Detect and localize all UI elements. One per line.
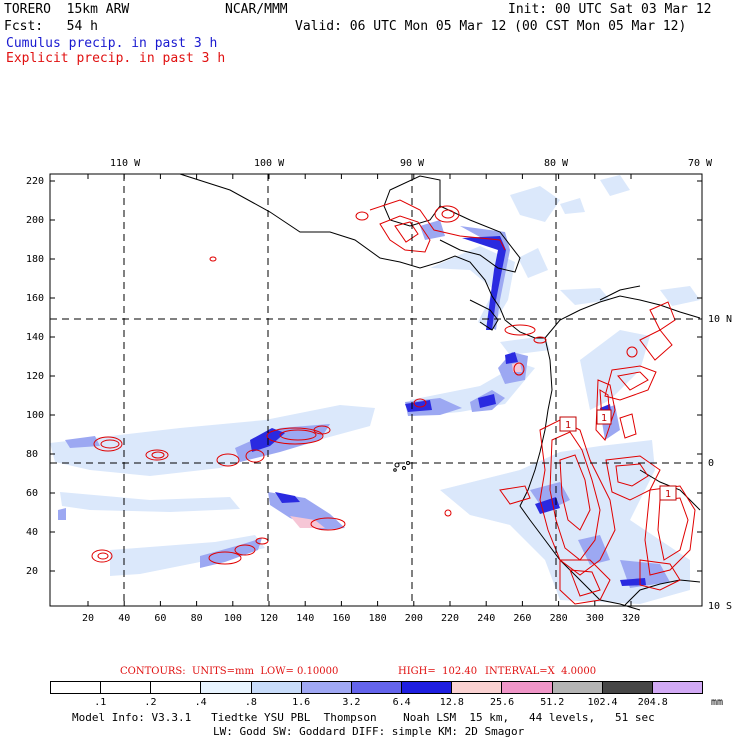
- lat-label: 0: [708, 458, 715, 469]
- x-tick-label: 200: [404, 613, 423, 624]
- legend-value: 1.6: [292, 697, 311, 708]
- y-tick-label: 160: [26, 293, 45, 304]
- y-tick-label: 100: [26, 410, 45, 421]
- model-physics: LW: Godd SW: Goddard DIFF: simple KM: 2D…: [213, 725, 525, 738]
- explicit-precip-label: Explicit precip. in past 3 h: [6, 51, 226, 66]
- legend-swatch: [452, 682, 503, 693]
- legend-swatch: [652, 682, 703, 693]
- legend-swatch: [402, 682, 453, 693]
- lat-label: 10 S: [708, 601, 733, 612]
- legend-value: 3.2: [342, 697, 361, 708]
- y-tick-label: 80: [26, 449, 39, 460]
- coastline: [179, 173, 701, 611]
- legend-unit: mm: [711, 697, 724, 708]
- lon-label: 70 W: [688, 158, 713, 169]
- contour-box-labels: [559, 409, 677, 501]
- axis-ticks: [50, 174, 702, 606]
- legend-swatch: [101, 682, 152, 693]
- x-tick-label: 240: [477, 613, 496, 624]
- legend-value: 12.8: [439, 697, 464, 708]
- x-tick-label: 300: [585, 613, 604, 624]
- legend-swatch: [201, 682, 252, 693]
- lon-label: 100 W: [254, 158, 285, 169]
- legend-value: 51.2: [540, 697, 565, 708]
- x-tick-label: 40: [118, 613, 131, 624]
- legend-swatch: [301, 682, 352, 693]
- contour-high: HIGH= 102.40: [398, 666, 478, 677]
- y-tick-label: 220: [26, 176, 45, 187]
- x-tick-label: 280: [549, 613, 568, 624]
- legend-swatch: [51, 682, 102, 693]
- lon-label: 80 W: [544, 158, 569, 169]
- y-tick-label: 20: [26, 566, 39, 577]
- cumulus-precip-label: Cumulus precip. in past 3 h: [6, 36, 218, 51]
- lat-label: 10 N: [708, 314, 733, 325]
- contour-info: CONTOURS: UNITS=mm LOW= 0.10000: [120, 666, 339, 677]
- legend-value: 204.8: [637, 697, 668, 708]
- cumulus-precip-light: [50, 175, 700, 604]
- init-time: Init: 00 UTC Sat 03 Mar 12: [508, 2, 712, 17]
- box-label-3: 1: [665, 489, 671, 500]
- y-tick-label: 40: [26, 527, 39, 538]
- x-tick-label: 140: [296, 613, 315, 624]
- legend-value: .2: [144, 697, 157, 708]
- legend-swatch: [602, 682, 653, 693]
- legend-swatch: [502, 682, 553, 693]
- x-tick-label: 80: [190, 613, 203, 624]
- x-tick-label: 220: [441, 613, 460, 624]
- x-tick-label: 60: [154, 613, 167, 624]
- color-legend: [50, 681, 703, 694]
- legend-value: .1: [94, 697, 107, 708]
- x-tick-label: 120: [260, 613, 279, 624]
- legend-value: .8: [244, 697, 257, 708]
- legend-swatch: [351, 682, 403, 693]
- lon-label: 90 W: [400, 158, 425, 169]
- contour-interval: INTERVAL=X 4.0000: [485, 666, 597, 677]
- legend-swatch: [251, 682, 302, 693]
- lon-label: 110 W: [110, 158, 141, 169]
- x-tick-label: 260: [513, 613, 532, 624]
- x-tick-label: 20: [82, 613, 95, 624]
- x-tick-label: 100: [223, 613, 242, 624]
- y-tick-label: 120: [26, 371, 45, 382]
- x-tick-label: 180: [368, 613, 387, 624]
- model-title: TORERO 15km ARW: [4, 2, 130, 17]
- y-tick-label: 140: [26, 332, 45, 343]
- legend-swatch: [552, 682, 603, 693]
- y-tick-label: 200: [26, 215, 45, 226]
- legend-value: 25.6: [490, 697, 515, 708]
- legend-value: 102.4: [587, 697, 618, 708]
- x-tick-label: 160: [332, 613, 351, 624]
- legend-value: .4: [194, 697, 207, 708]
- valid-time: Valid: 06 UTC Mon 05 Mar 12 (00 CST Mon …: [295, 19, 687, 34]
- organization: NCAR/MMM: [225, 2, 288, 17]
- y-tick-label: 180: [26, 254, 45, 265]
- y-tick-label: 60: [26, 488, 39, 499]
- lat-lon-grid: [50, 174, 702, 606]
- box-label-2: 1: [601, 413, 607, 424]
- box-label-1: 1: [565, 420, 571, 431]
- legend-value: 6.4: [392, 697, 411, 708]
- forecast-hour: Fcst: 54 h: [4, 19, 98, 34]
- plot-frame: [49, 173, 703, 607]
- explicit-precip-contours: [91, 199, 696, 605]
- model-info: Model Info: V3.3.1 Tiedtke YSU PBL Thomp…: [72, 711, 655, 724]
- legend-swatch: [151, 682, 202, 693]
- x-tick-label: 320: [622, 613, 641, 624]
